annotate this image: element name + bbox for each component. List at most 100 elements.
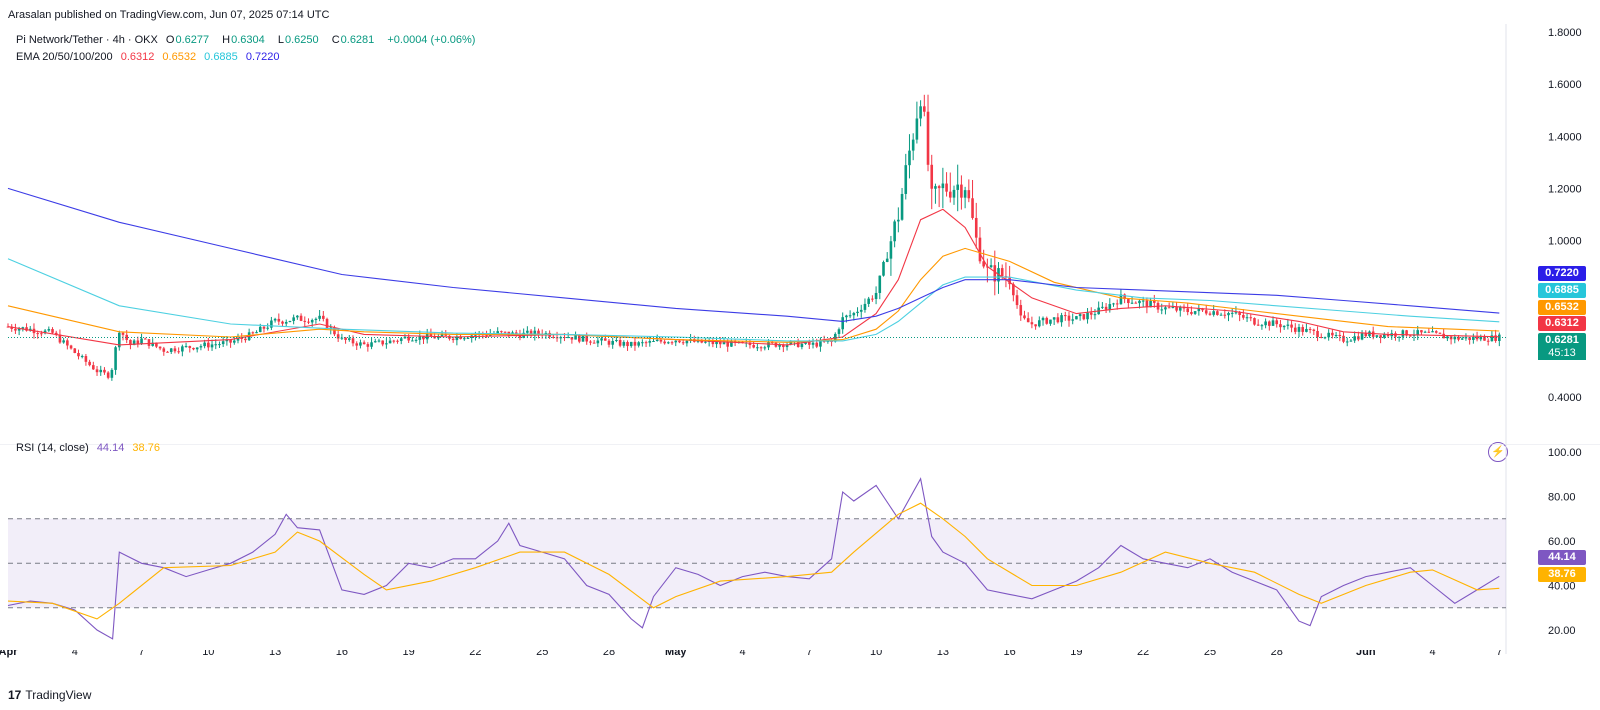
candle-body [1186, 308, 1190, 313]
candle-body [399, 338, 403, 341]
candle-body [811, 342, 815, 345]
candle-body [978, 237, 982, 262]
candle-body [830, 340, 833, 342]
candle-body [207, 342, 210, 348]
candle-body [347, 338, 351, 340]
rsi-title: RSI (14, close) [16, 442, 89, 454]
ema20-price-tag: 0.6312 [1538, 316, 1586, 331]
price-tick-label: 0.4000 [1548, 392, 1582, 404]
rsi-tick-label: 80.00 [1548, 492, 1576, 504]
candle-body [1212, 311, 1215, 315]
candle-body [1290, 324, 1293, 328]
candle-body [218, 344, 221, 346]
rsi-chart[interactable]: 20.00 40.00 60.00 80.00 100.00 [0, 444, 1600, 654]
rsi-pane[interactable]: 20.00 40.00 60.00 80.00 100.00 RSI (14, clos… [0, 442, 1600, 654]
candle-body [904, 165, 908, 194]
candle-body [937, 186, 941, 189]
candle-body [670, 342, 674, 344]
candle-body [537, 330, 540, 334]
candle-body [262, 326, 266, 329]
candle-body [77, 352, 80, 357]
candle-body [778, 344, 781, 347]
candle-body [629, 341, 633, 347]
candle-body [1178, 306, 1182, 311]
candle-body [333, 327, 336, 335]
flash-icon[interactable]: ⚡ [1488, 442, 1508, 462]
time-tick-label: 22 [1137, 650, 1149, 658]
candle-body [730, 341, 733, 347]
candle-body [318, 315, 321, 319]
candle-body [251, 332, 255, 334]
candle-body [99, 369, 103, 373]
price-chart[interactable]: 0.40000.60000.80001.00001.20001.40001.60… [0, 24, 1600, 444]
candle-body [652, 341, 655, 343]
ema200-price-tag: 0.7220 [1538, 266, 1586, 281]
candle-body [1153, 300, 1156, 303]
time-tick-label: 7 [138, 650, 144, 658]
candle-body [1000, 268, 1004, 277]
time-tick-label: 16 [336, 650, 348, 658]
candle-body [229, 339, 232, 343]
rsi-legend: RSI (14, close) 44.14 38.76 [16, 442, 165, 454]
candle-body [952, 189, 956, 198]
ema200-value: 0.7220 [245, 51, 280, 63]
candle-body [143, 338, 147, 340]
candle-body [92, 365, 95, 370]
candle-body [581, 335, 585, 342]
candle-body [214, 344, 218, 346]
candle-body [503, 331, 507, 333]
high-value: 0.6304 [231, 34, 265, 46]
candle-body [1145, 300, 1149, 308]
ema-line-ema20 [7, 208, 1500, 346]
time-axis[interactable]: Apr 4 7 10 13 16 19 22 25 28 May 4 7 10 13 16 19 22 25 28 Ju… [0, 650, 1600, 680]
candle-body [1160, 309, 1164, 311]
candle-body [459, 336, 462, 340]
candle-body [240, 337, 244, 339]
candle-body [644, 342, 648, 344]
candle-body [1379, 335, 1382, 338]
candle-body [1249, 317, 1253, 319]
price-pane[interactable]: 0.40000.60000.80001.00001.20001.40001.60… [0, 24, 1600, 462]
candle-body [1190, 312, 1193, 314]
candle-body [192, 347, 195, 350]
time-tick-label: 13 [937, 650, 949, 658]
candle-body [1457, 336, 1460, 340]
candle-body [1349, 340, 1353, 342]
candle-body [1383, 334, 1386, 338]
candle-body [1464, 337, 1468, 339]
candle-body [607, 340, 611, 345]
candle-body [95, 369, 99, 373]
candle-body [626, 342, 629, 347]
candle-body [678, 340, 681, 343]
candle-body [1230, 312, 1234, 314]
candle-body [592, 342, 596, 344]
candle-body [804, 341, 807, 344]
high-key: H [222, 34, 231, 46]
candle-body [648, 341, 652, 343]
candle-body [1360, 333, 1364, 340]
candle-body [1130, 302, 1134, 304]
candle-body [325, 318, 329, 329]
candle-body [600, 338, 603, 341]
candle-body [147, 339, 151, 346]
candle-body [1301, 327, 1305, 332]
candle-body [1038, 320, 1041, 327]
candle-body [889, 241, 893, 259]
candle-body [340, 337, 344, 339]
price-tick-label: 1.2000 [1548, 183, 1582, 195]
candle-body [1034, 324, 1037, 327]
candle-body [1045, 317, 1049, 324]
candle-body [1223, 314, 1227, 316]
candle-body [1327, 332, 1330, 338]
candle-body [244, 338, 247, 341]
candle-body [381, 340, 384, 345]
candle-body [451, 338, 455, 341]
candle-body [1104, 306, 1108, 310]
candle-body [221, 341, 225, 345]
tradingview-logo[interactable]: 17 TradingView [8, 688, 91, 702]
candle-body [563, 337, 566, 339]
candle-body [1397, 336, 1401, 338]
candle-body [1204, 310, 1208, 314]
candle-body [103, 369, 106, 373]
candle-body [14, 328, 17, 331]
